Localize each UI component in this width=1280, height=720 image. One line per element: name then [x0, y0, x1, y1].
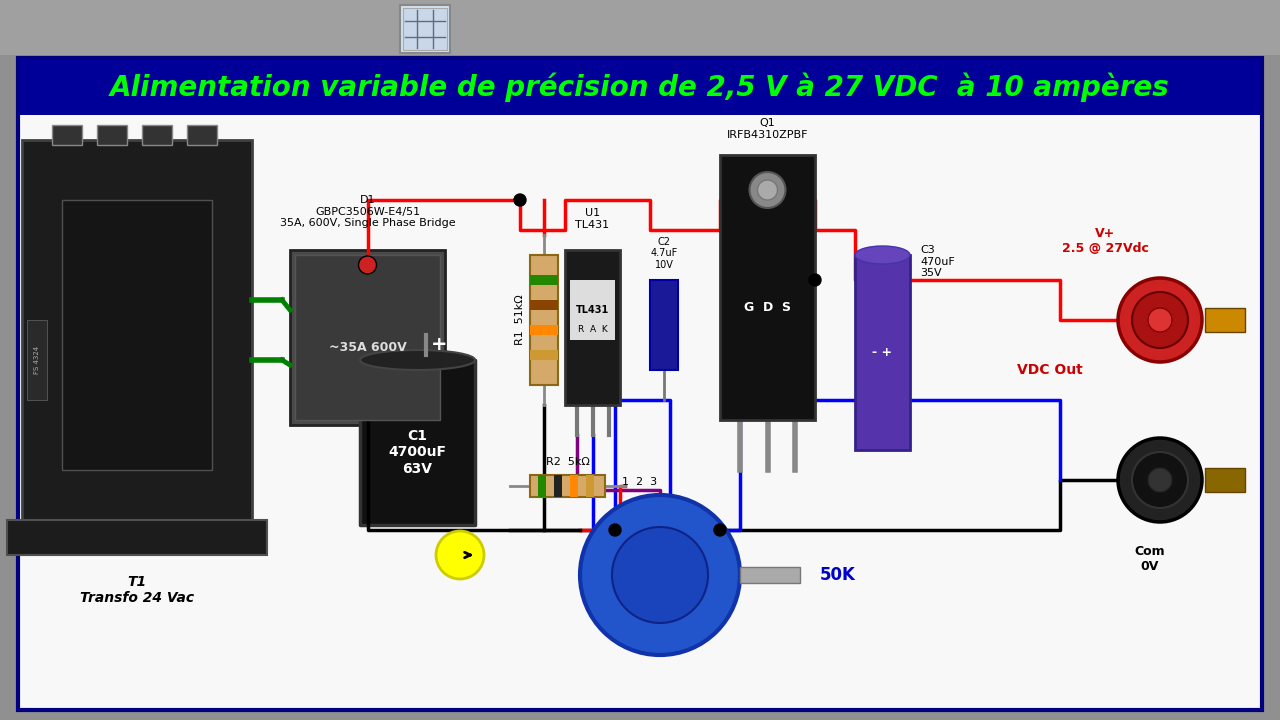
Circle shape — [436, 531, 484, 579]
Circle shape — [609, 524, 621, 536]
Bar — [530, 255, 558, 385]
Text: C1
4700uF
63V: C1 4700uF 63V — [389, 429, 447, 476]
Text: VDC Out: VDC Out — [1018, 363, 1083, 377]
Bar — [570, 280, 614, 340]
Text: FS 4324: FS 4324 — [35, 346, 40, 374]
Bar — [719, 155, 815, 420]
Bar — [294, 255, 440, 420]
Bar — [291, 250, 445, 425]
Bar — [586, 475, 594, 497]
Text: Q1
IRFB4310ZPBF: Q1 IRFB4310ZPBF — [727, 118, 808, 140]
Circle shape — [758, 180, 777, 200]
Bar — [570, 475, 579, 497]
Ellipse shape — [360, 350, 475, 370]
Text: Com
0V: Com 0V — [1134, 545, 1165, 573]
Bar — [530, 475, 605, 497]
Text: C3
470uF
35V: C3 470uF 35V — [920, 245, 955, 278]
Bar — [538, 475, 547, 497]
Circle shape — [809, 274, 820, 286]
Bar — [530, 275, 558, 285]
Text: 50K: 50K — [820, 566, 856, 584]
Bar — [187, 125, 218, 145]
Bar — [530, 300, 558, 310]
Circle shape — [1132, 292, 1188, 348]
Text: 1  2  3: 1 2 3 — [622, 477, 658, 487]
Bar — [97, 125, 127, 145]
Bar — [564, 250, 620, 405]
Text: T1
Transfo 24 Vac: T1 Transfo 24 Vac — [79, 575, 195, 606]
Circle shape — [1148, 468, 1172, 492]
Text: V+
2.5 @ 27Vdc: V+ 2.5 @ 27Vdc — [1061, 227, 1148, 255]
Bar — [530, 325, 558, 335]
Text: Alimentation variable de précision de 2,5 V à 27 VDC  à 10 ampères: Alimentation variable de précision de 2,… — [110, 73, 1170, 102]
Circle shape — [612, 527, 708, 623]
Text: R1  51kΩ: R1 51kΩ — [515, 294, 525, 346]
Circle shape — [358, 256, 376, 274]
Bar — [1204, 468, 1245, 492]
Ellipse shape — [855, 246, 910, 264]
Circle shape — [714, 524, 726, 536]
Text: C2
4.7uF
10V: C2 4.7uF 10V — [650, 237, 677, 270]
Bar — [6, 520, 268, 555]
Circle shape — [515, 194, 526, 206]
Circle shape — [1148, 308, 1172, 332]
Text: - +: - + — [873, 346, 892, 359]
Bar — [855, 255, 910, 450]
Bar — [1204, 308, 1245, 332]
Text: TL431: TL431 — [576, 305, 609, 315]
Text: G  D  S: G D S — [744, 301, 791, 314]
Bar — [27, 320, 47, 400]
Circle shape — [750, 172, 786, 208]
Text: R  A  K: R A K — [577, 325, 608, 335]
Circle shape — [580, 495, 740, 655]
Circle shape — [1117, 438, 1202, 522]
Text: D1
GBPC3506W-E4/51
35A, 600V, Single Phase Bridge: D1 GBPC3506W-E4/51 35A, 600V, Single Pha… — [280, 195, 456, 228]
Bar — [530, 350, 558, 360]
Text: +: + — [431, 336, 448, 354]
Bar — [142, 125, 172, 145]
Text: R2  5kΩ: R2 5kΩ — [545, 457, 589, 467]
Bar — [399, 5, 451, 53]
Bar — [52, 125, 82, 145]
Bar — [20, 60, 1260, 115]
Bar — [61, 200, 212, 470]
Bar — [650, 280, 678, 370]
Bar — [360, 360, 475, 525]
Text: ~35A 600V: ~35A 600V — [329, 341, 406, 354]
Bar — [554, 475, 562, 497]
Bar — [0, 0, 1280, 55]
Bar — [740, 567, 800, 583]
Circle shape — [1117, 278, 1202, 362]
Bar — [403, 8, 447, 50]
Circle shape — [1132, 452, 1188, 508]
Text: U1
TL431: U1 TL431 — [576, 208, 609, 230]
Bar — [22, 140, 252, 530]
